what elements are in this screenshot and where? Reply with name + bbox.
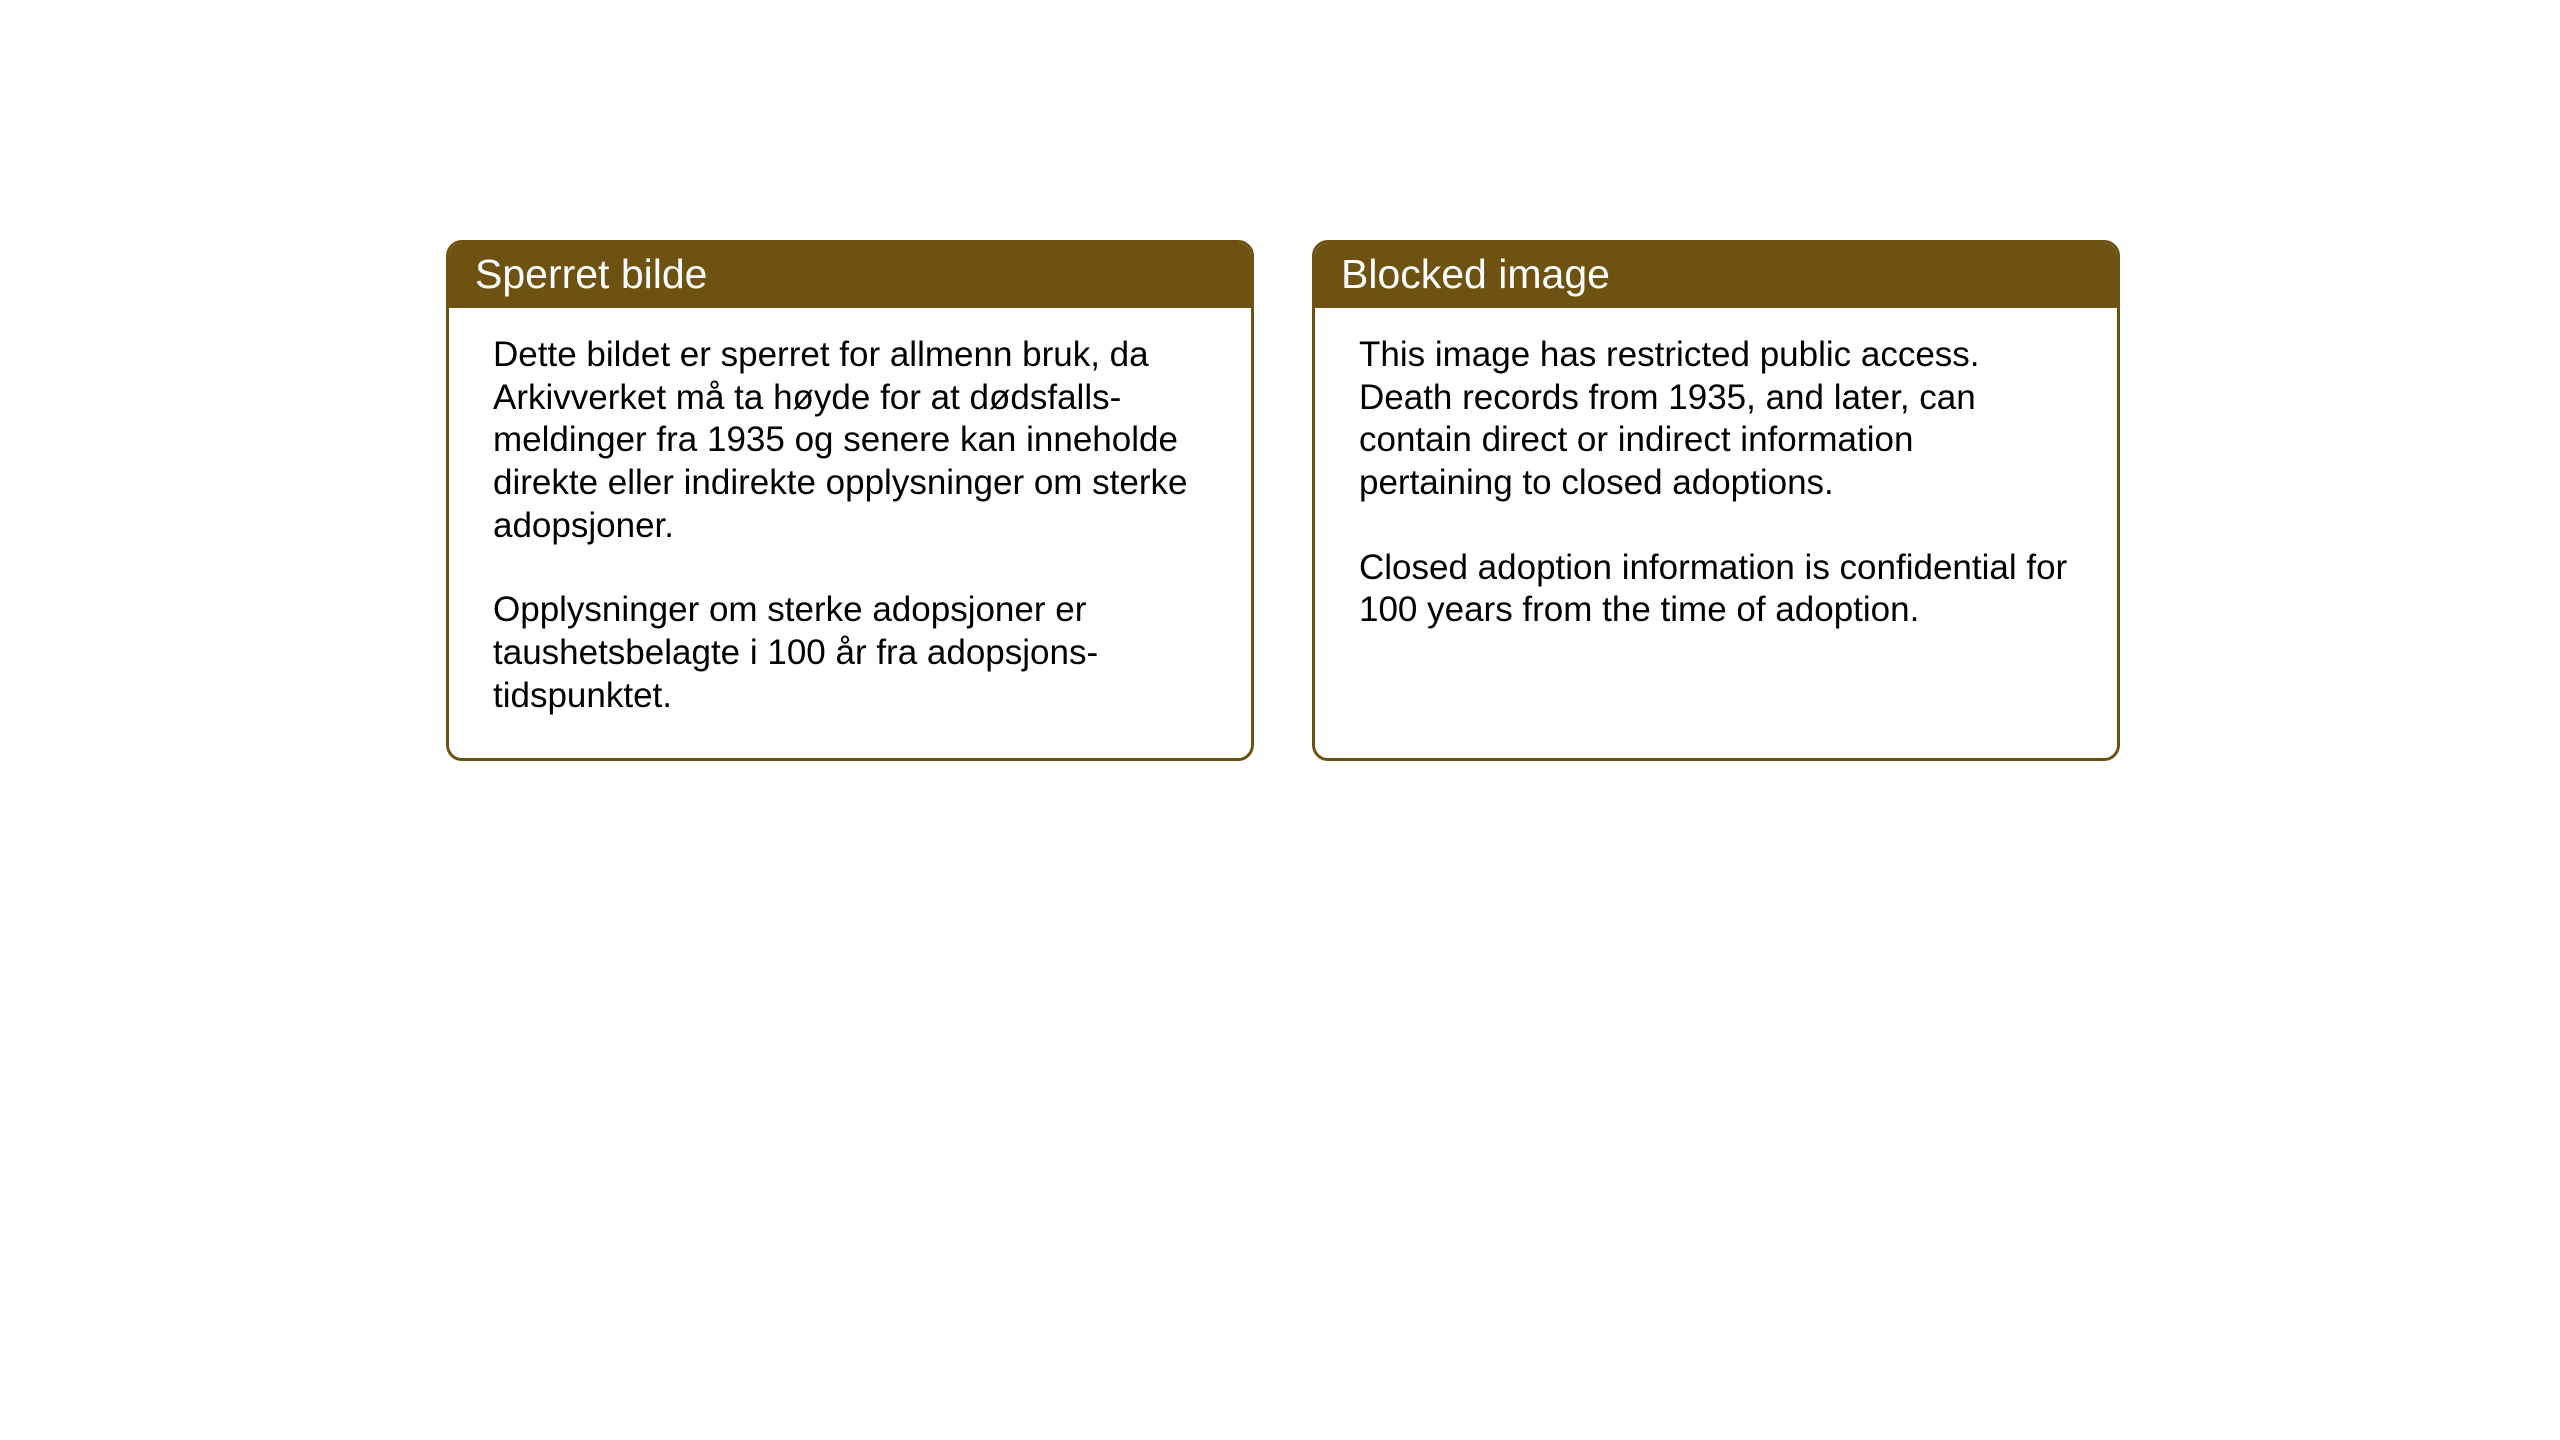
notice-title-norwegian: Sperret bilde [475, 251, 707, 297]
notice-body-norwegian: Dette bildet er sperret for allmenn bruk… [449, 308, 1251, 758]
notice-box-norwegian: Sperret bilde Dette bildet er sperret fo… [446, 240, 1254, 761]
notice-para2-english: Closed adoption information is confident… [1359, 547, 2073, 632]
notice-para1-norwegian: Dette bildet er sperret for allmenn bruk… [493, 334, 1207, 547]
notice-body-english: This image has restricted public access.… [1315, 308, 2117, 672]
notice-title-english: Blocked image [1341, 251, 1610, 297]
notice-container: Sperret bilde Dette bildet er sperret fo… [446, 240, 2120, 761]
notice-para1-english: This image has restricted public access.… [1359, 334, 2073, 505]
notice-box-english: Blocked image This image has restricted … [1312, 240, 2120, 761]
notice-header-norwegian: Sperret bilde [449, 243, 1251, 308]
notice-header-english: Blocked image [1315, 243, 2117, 308]
notice-para2-norwegian: Opplysninger om sterke adopsjoner er tau… [493, 589, 1207, 717]
